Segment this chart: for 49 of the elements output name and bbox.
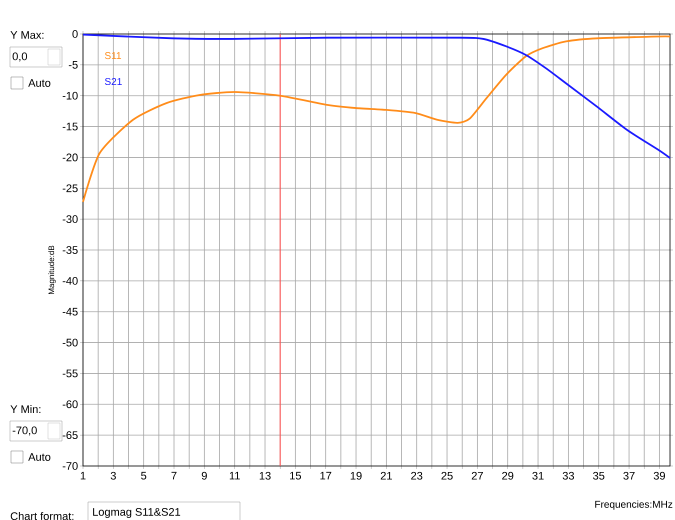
y-tick-label: -65 bbox=[62, 431, 78, 440]
text: S11 bbox=[104, 52, 122, 60]
y-tick-label: -50 bbox=[62, 338, 78, 346]
y-tick-label: -40 bbox=[62, 276, 78, 285]
text: -70,0 bbox=[12, 426, 37, 436]
text: Y Max: bbox=[10, 31, 44, 39]
x-tick-label: 1 bbox=[80, 472, 86, 480]
line-series bbox=[82, 35, 671, 203]
y-tick-label: -25 bbox=[62, 184, 78, 192]
x-tick-label: 17 bbox=[320, 472, 332, 480]
line-series bbox=[82, 34, 671, 159]
text: Auto bbox=[28, 79, 50, 87]
text: Auto bbox=[28, 453, 50, 461]
x-tick-label: 5 bbox=[141, 472, 146, 480]
x-tick-label: 11 bbox=[230, 472, 240, 480]
x-tick-label: 15 bbox=[290, 472, 301, 480]
y-tick-label: -5 bbox=[68, 61, 78, 69]
text: Logmag S11&S21 bbox=[93, 508, 180, 518]
x-tick-label: 19 bbox=[350, 472, 362, 480]
x-tick-label: 3 bbox=[110, 472, 116, 480]
y-tick-label: -30 bbox=[62, 215, 78, 224]
text: Y Min: bbox=[10, 405, 40, 413]
y-tick-label: -55 bbox=[62, 370, 78, 378]
y-tick-label: -70 bbox=[62, 462, 78, 470]
x-tick-label: 39 bbox=[654, 472, 665, 480]
y-tick-label: -60 bbox=[62, 400, 78, 408]
y-tick-label: -35 bbox=[62, 246, 78, 254]
x-tick-label: 23 bbox=[411, 472, 422, 480]
y-tick-label: -20 bbox=[62, 154, 78, 162]
x-tick-label: 9 bbox=[202, 472, 207, 480]
x-tick-label: 29 bbox=[502, 472, 514, 480]
y-tick-label: -15 bbox=[62, 122, 78, 130]
x-tick-label: 35 bbox=[593, 472, 604, 480]
x-tick-label: 33 bbox=[562, 472, 574, 480]
text: S21 bbox=[104, 78, 122, 86]
x-tick-label: 27 bbox=[472, 472, 483, 480]
y-tick-label: -45 bbox=[62, 308, 78, 316]
text: 0,0 bbox=[12, 52, 28, 62]
x-tick-label: 13 bbox=[260, 472, 271, 480]
text: Chart format: bbox=[10, 512, 74, 520]
x-tick-label: 25 bbox=[441, 472, 453, 480]
x-tick-label: 21 bbox=[380, 472, 392, 480]
y-axis-title: Magnitude:dB bbox=[48, 246, 56, 294]
x-tick-label: 7 bbox=[172, 472, 177, 480]
x-axis-title: Frequencies:MHz bbox=[595, 500, 672, 510]
y-tick-label: -10 bbox=[62, 92, 78, 100]
y-tick-label: 0 bbox=[72, 30, 78, 38]
x-tick-label: 31 bbox=[532, 472, 544, 480]
x-tick-label: 37 bbox=[623, 472, 635, 480]
